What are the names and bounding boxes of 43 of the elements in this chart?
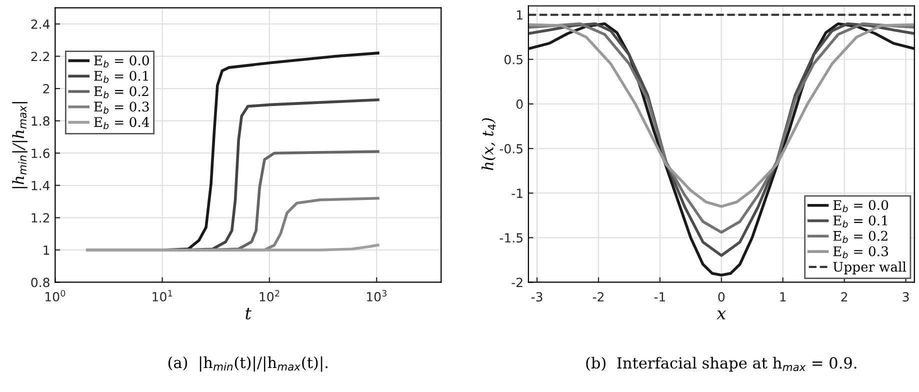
y-tick-label: 1 — [44, 246, 50, 255]
y-tick-label: -2 — [512, 278, 522, 287]
legend-label: Upper wall — [833, 262, 906, 274]
x-tick-label: 10$^{2}$ — [260, 290, 280, 302]
x-tick-label: 1 — [780, 292, 786, 302]
text: (a) |h$_{min}$(t)|/|h$_{max}$(t)|. — [168, 356, 328, 372]
y-axis-title: h(x, t$_{4}$) — [482, 118, 496, 170]
legend-label: E$_{b}$ = 0.0 — [94, 55, 149, 68]
y-tick-label: -0.5 — [500, 144, 522, 154]
y-tick-label: 0.8 — [31, 278, 50, 288]
x-tick-label: 10$^{1}$ — [152, 290, 172, 302]
text: (b) Interfacial shape at h$_{max}$ = 0.9. — [586, 356, 856, 372]
x-tick-label: 3 — [902, 292, 909, 302]
x-tick-label: 0 — [718, 292, 725, 302]
x-axis-title: t — [246, 308, 252, 320]
y-tick-label: 2.2 — [31, 52, 50, 62]
x-tick-label: 10$^{3}$ — [366, 290, 386, 302]
y-tick-label: 1.4 — [32, 181, 50, 190]
x-tick-label: -1 — [654, 292, 666, 302]
y-tick-label: -1 — [512, 188, 522, 198]
y-tick-label: -1.5 — [500, 233, 522, 243]
x-tick-label: -3 — [531, 292, 542, 302]
x-tick-label: 10$^{0}$ — [46, 290, 66, 302]
y-tick-label: 1.6 — [32, 148, 50, 158]
y-tick-label: 1.8 — [32, 116, 50, 126]
y-tick-label: 2 — [43, 84, 50, 94]
x-axis-title: x — [716, 310, 726, 320]
y-tick-label: 0 — [516, 99, 523, 109]
legend-label: E$_{b}$ = 0.2 — [94, 86, 148, 98]
legend-label: E$_{b}$ = 0.1 — [94, 70, 148, 83]
x-tick-label: 2 — [841, 292, 848, 302]
y-tick-label: 1.2 — [32, 213, 50, 222]
legend-label: E$_{b}$ = 0.3 — [94, 102, 149, 114]
legend-label: E$_{b}$ = 0.3 — [833, 246, 888, 258]
legend-label: E$_{b}$ = 0.0 — [833, 200, 888, 212]
legend-label: E$_{b}$ = 0.4 — [94, 117, 150, 130]
legend-label: E$_{b}$ = 0.2 — [833, 230, 888, 243]
x-tick-label: -2 — [592, 292, 604, 302]
y-tick-label: 2.4 — [31, 19, 50, 29]
y-tick-label: 1 — [516, 10, 522, 20]
y-axis-title: |h$_{min}$|/|h$_{max}$| — [12, 102, 28, 188]
legend-label: E$_{b}$ = 0.1 — [833, 215, 888, 228]
y-tick-label: 0.5 — [504, 54, 522, 64]
